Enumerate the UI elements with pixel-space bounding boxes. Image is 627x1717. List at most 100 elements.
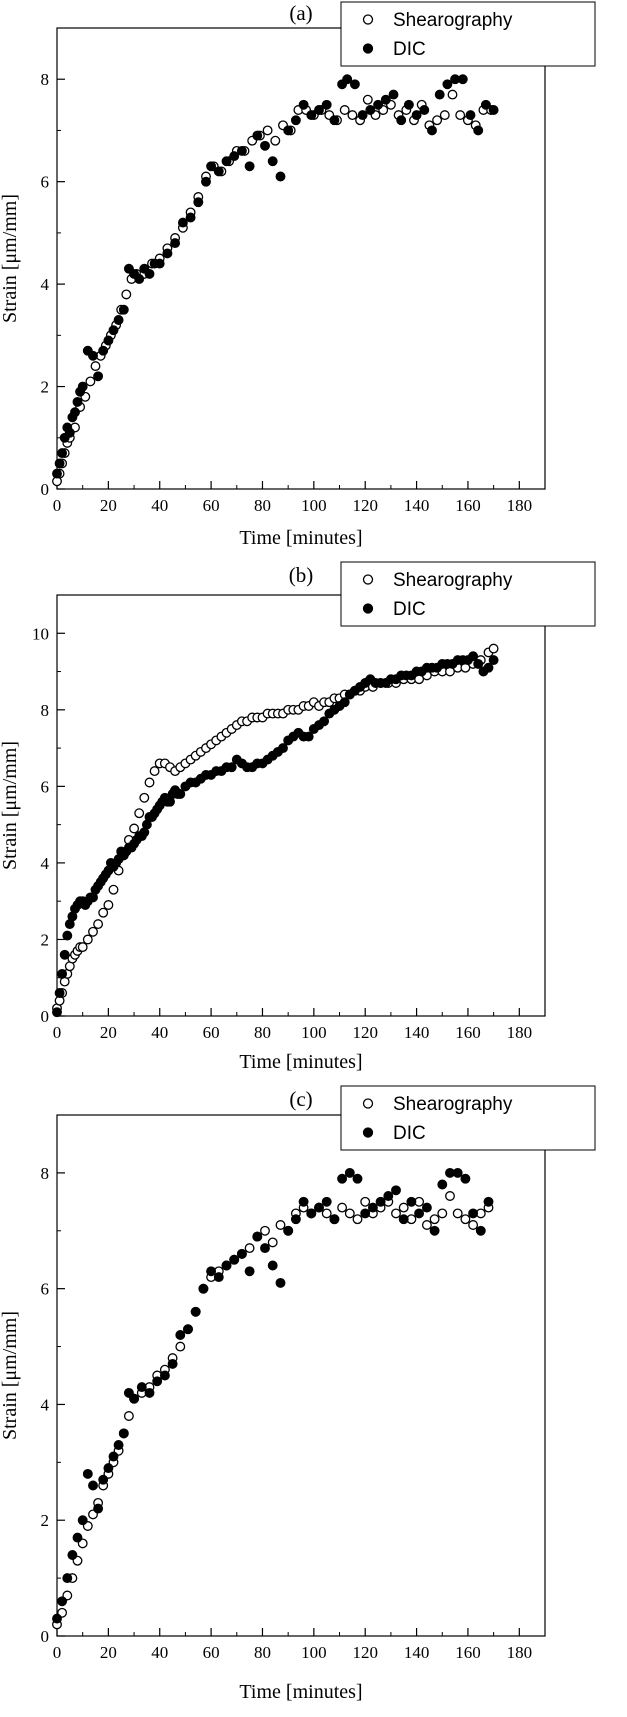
x-tick-label: 80 (254, 496, 271, 515)
data-point-dic (298, 99, 309, 110)
data-point-dic (344, 1167, 355, 1178)
x-tick-label: 140 (404, 496, 430, 515)
legend-marker-open-circle-icon (362, 1098, 374, 1109)
data-point-dic (367, 1202, 378, 1213)
data-point-shearography (270, 135, 281, 146)
data-point-dic (236, 145, 247, 156)
y-tick-label: 4 (41, 275, 50, 294)
data-point-dic (177, 217, 188, 228)
y-tick-label: 8 (41, 70, 50, 89)
data-point-shearography (175, 1341, 186, 1352)
data-point-shearography (77, 942, 88, 953)
data-point-dic (221, 1260, 232, 1271)
x-tick-label: 40 (151, 1023, 168, 1042)
data-point-dic (329, 115, 340, 126)
chart-title: (a) (289, 1, 312, 25)
data-point-shearography (455, 110, 466, 121)
chart-a: 0 20 40 60 80 100 120 140 160 180 0 2 4 6 8 Time [minut… (0, 0, 627, 556)
legend-label: DIC (393, 39, 426, 60)
data-point-dic (337, 1173, 348, 1184)
data-point-dic (54, 988, 65, 998)
x-tick-label: 20 (100, 1643, 117, 1662)
legend-marker-open-circle-icon (362, 14, 374, 25)
data-point-dic (488, 105, 499, 115)
x-tick-label: 0 (53, 1643, 62, 1662)
chart-c-canvas: 0 20 40 60 80 100 120 140 160 180 0 2 4 6 8 Time [minut… (0, 1076, 627, 1717)
y-tick-label: 4 (41, 1395, 50, 1414)
x-axis-label: Time [minutes] (239, 527, 362, 549)
data-point-shearography (360, 1196, 371, 1207)
data-point-dic (252, 130, 263, 141)
data-point-dic (206, 1266, 217, 1277)
plot-box (56, 1114, 546, 1637)
data-point-dic (229, 151, 240, 162)
data-point-dic (108, 1451, 119, 1462)
data-point-dic (93, 1503, 104, 1514)
x-tick-label: 20 (100, 496, 117, 515)
data-point-shearography (260, 1225, 270, 1236)
x-tick-label: 60 (203, 1023, 220, 1042)
legend-label: Shearography (393, 570, 513, 591)
x-tick-label: 160 (455, 1643, 481, 1662)
data-point-shearography (352, 1214, 363, 1225)
data-point-dic (319, 716, 330, 727)
data-point-dic (54, 458, 65, 469)
data-point-shearography (362, 94, 373, 105)
data-point-dic (213, 1272, 224, 1283)
data-point-dic (473, 125, 484, 136)
data-point-shearography (321, 1208, 332, 1219)
data-point-dic (118, 1428, 129, 1439)
x-tick-label: 20 (100, 1023, 117, 1042)
data-point-shearography (85, 376, 96, 387)
x-tick-label: 100 (301, 1643, 327, 1662)
data-point-dic (59, 949, 70, 960)
data-point-dic (427, 125, 437, 136)
y-tick-label: 10 (32, 624, 49, 643)
legend-label: DIC (393, 599, 426, 620)
data-point-dic (329, 1214, 340, 1225)
data-point-dic (206, 161, 217, 172)
data-point-dic (342, 74, 353, 85)
data-point-dic (398, 1214, 409, 1225)
data-point-shearography (108, 884, 119, 895)
chart-c: 0 20 40 60 80 100 120 140 160 180 0 2 4 6 8 Time [minut… (0, 1076, 627, 1717)
data-point-dic (480, 99, 491, 110)
data-point-dic (414, 1208, 425, 1219)
data-point-dic (252, 1231, 263, 1242)
data-point-dic (306, 1208, 317, 1219)
legend-marker-filled-circle-icon (362, 1127, 374, 1138)
data-point-shearography (123, 1411, 134, 1421)
data-point-dic (303, 731, 314, 742)
data-point-shearography (344, 1208, 355, 1219)
y-tick-label: 2 (41, 1511, 50, 1530)
data-point-shearography (432, 115, 443, 126)
data-point-dic (103, 335, 114, 346)
chart-title: (b) (289, 563, 314, 587)
data-point-dic (391, 1185, 401, 1196)
data-point-dic (170, 238, 181, 249)
data-point-shearography (445, 1191, 455, 1201)
data-point-shearography (429, 1214, 440, 1225)
data-point-dic (118, 304, 129, 315)
data-point-dic (339, 697, 350, 708)
data-point-dic (275, 171, 286, 182)
data-point-dic (183, 1324, 193, 1335)
data-point-dic (429, 1225, 440, 1236)
data-point-dic (98, 1474, 109, 1485)
x-tick-label: 140 (404, 1023, 430, 1042)
data-point-dic (103, 1463, 114, 1474)
x-tick-label: 160 (455, 496, 481, 515)
x-tick-label: 40 (151, 496, 168, 515)
data-point-dic (306, 110, 317, 121)
y-tick-label: 4 (41, 854, 50, 873)
x-tick-label: 120 (352, 1023, 378, 1042)
data-point-dic (129, 1393, 140, 1404)
data-point-dic (77, 1515, 88, 1526)
data-point-dic (88, 1480, 98, 1491)
data-point-dic (267, 156, 278, 167)
plot-box (56, 27, 546, 490)
x-tick-label: 0 (53, 1023, 62, 1042)
data-point-dic (321, 99, 332, 110)
data-point-shearography (134, 808, 145, 819)
